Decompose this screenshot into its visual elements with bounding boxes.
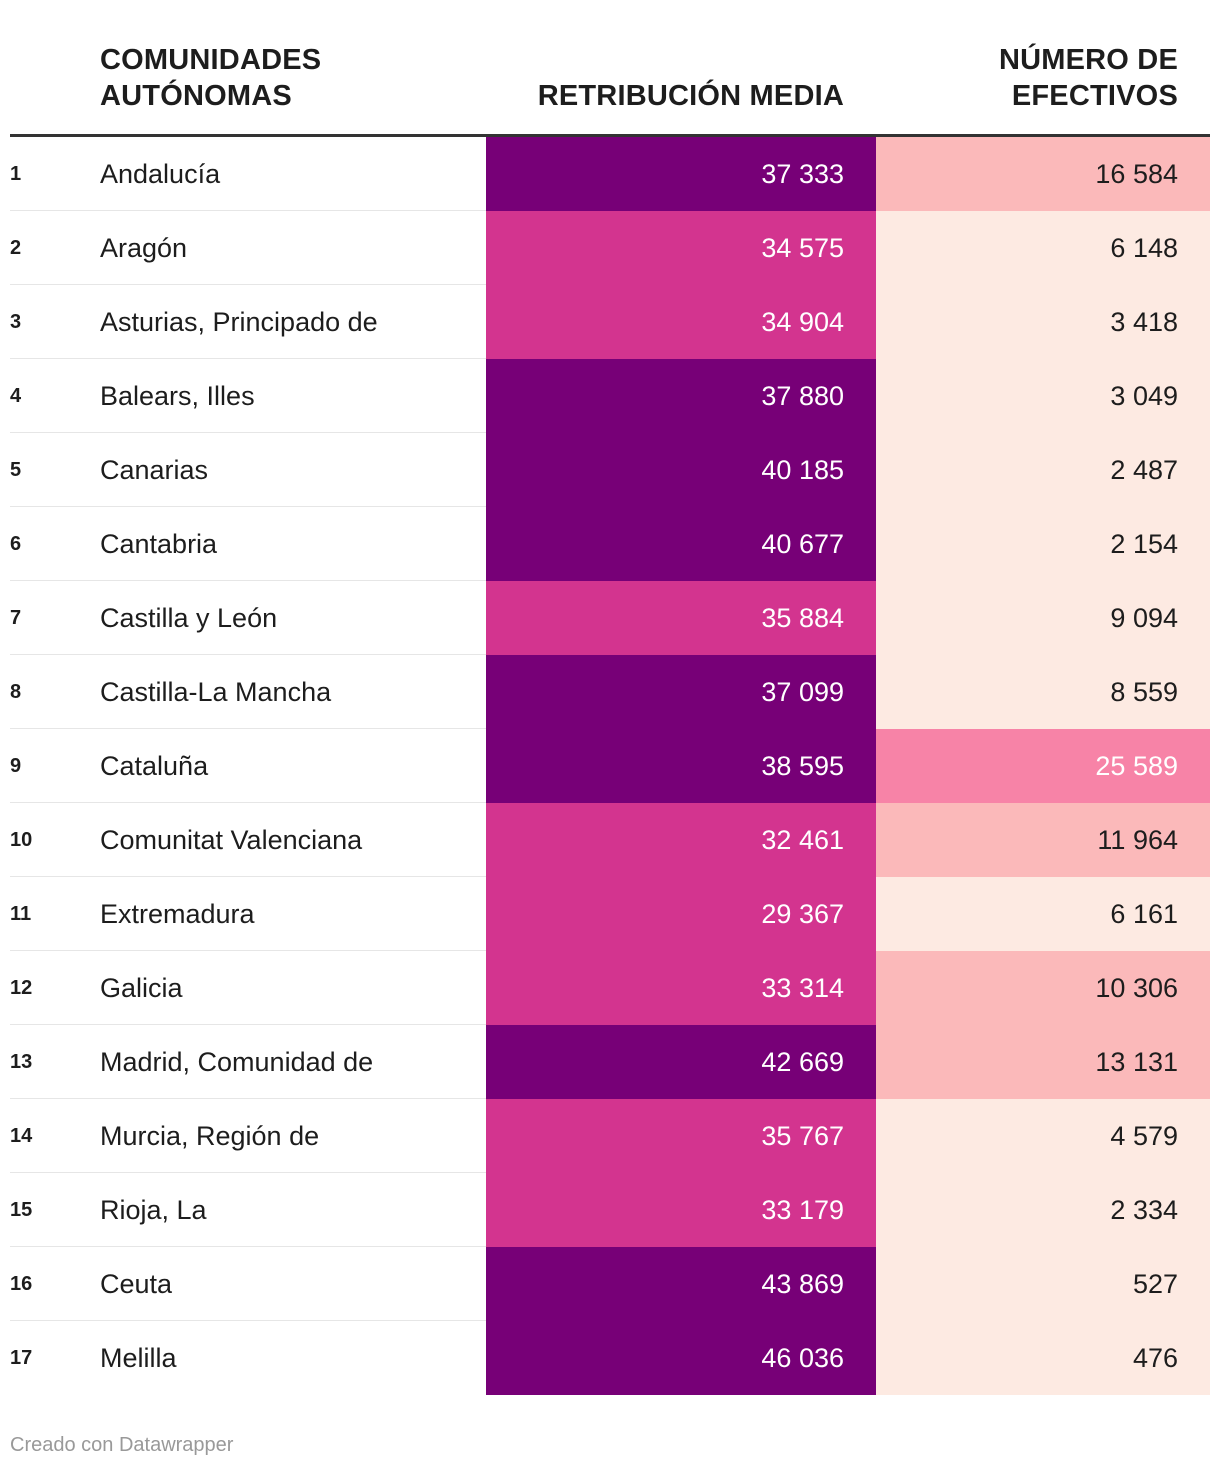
table-row: 6 Cantabria 40 677 2 154 bbox=[10, 507, 1210, 581]
table-body: 1 Andalucía 37 333 16 584 2 Aragón 34 575 6 148… bbox=[10, 137, 1210, 1395]
row-retribucion-cell: 40 677 bbox=[486, 507, 876, 581]
row-efectivos-cell: 527 bbox=[876, 1247, 1210, 1321]
row-rank: 16 bbox=[10, 1273, 33, 1295]
row-efectivos-cell: 2 487 bbox=[876, 433, 1210, 507]
row-retribucion-cell: 35 767 bbox=[486, 1099, 876, 1173]
row-rank: 8 bbox=[10, 681, 22, 703]
row-comunidad: Melilla bbox=[100, 1343, 177, 1373]
table-row: 7 Castilla y León 35 884 9 094 bbox=[10, 581, 1210, 655]
row-efectivos-cell: 6 161 bbox=[876, 877, 1210, 951]
row-comunidad: Castilla-La Mancha bbox=[100, 677, 332, 707]
row-rank: 6 bbox=[10, 533, 22, 555]
table-row: 12 Galicia 33 314 10 306 bbox=[10, 951, 1210, 1025]
table-row: 15 Rioja, La 33 179 2 334 bbox=[10, 1173, 1210, 1247]
row-retribucion-cell: 37 099 bbox=[486, 655, 876, 729]
row-comunidad: Castilla y León bbox=[100, 603, 278, 633]
header-retribucion[interactable]: RETRIBUCIÓN MEDIA bbox=[537, 80, 844, 112]
row-retribucion-cell: 34 904 bbox=[486, 285, 876, 359]
row-retribucion-cell: 32 461 bbox=[486, 803, 876, 877]
table-row: 14 Murcia, Región de 35 767 4 579 bbox=[10, 1099, 1210, 1173]
header-efectivos[interactable]: NÚMERO DE EFECTIVOS bbox=[998, 44, 1178, 112]
row-retribucion-cell: 35 884 bbox=[486, 581, 876, 655]
row-efectivos-cell: 10 306 bbox=[876, 951, 1210, 1025]
row-efectivos-cell: 13 131 bbox=[876, 1025, 1210, 1099]
row-rank: 7 bbox=[10, 607, 22, 629]
table-row: 11 Extremadura 29 367 6 161 bbox=[10, 877, 1210, 951]
row-efectivos-cell: 9 094 bbox=[876, 581, 1210, 655]
table-row: 13 Madrid, Comunidad de 42 669 13 131 bbox=[10, 1025, 1210, 1099]
row-comunidad: Madrid, Comunidad de bbox=[100, 1047, 374, 1077]
row-efectivos-cell: 3 049 bbox=[876, 359, 1210, 433]
row-retribucion-cell: 40 185 bbox=[486, 433, 876, 507]
table-row: 2 Aragón 34 575 6 148 bbox=[10, 211, 1210, 285]
table-row: 9 Cataluña 38 595 25 589 bbox=[10, 729, 1210, 803]
row-retribucion-cell: 34 575 bbox=[486, 211, 876, 285]
row-rank: 1 bbox=[10, 163, 22, 185]
row-efectivos-cell: 2 154 bbox=[876, 507, 1210, 581]
row-rank: 14 bbox=[10, 1125, 33, 1147]
row-retribucion-cell: 29 367 bbox=[486, 877, 876, 951]
row-efectivos-cell: 4 579 bbox=[876, 1099, 1210, 1173]
data-table: COMUNIDADES AUTÓNOMAS RETRIBUCIÓN MEDIA … bbox=[10, 0, 1210, 1395]
row-comunidad: Cantabria bbox=[100, 529, 218, 559]
row-efectivos-cell: 476 bbox=[876, 1321, 1210, 1395]
footer-credit[interactable]: Creado con Datawrapper bbox=[10, 1434, 234, 1456]
row-rank: 9 bbox=[10, 755, 22, 777]
table-row: 8 Castilla-La Mancha 37 099 8 559 bbox=[10, 655, 1210, 729]
row-comunidad: Ceuta bbox=[100, 1269, 173, 1299]
table-row: 17 Melilla 46 036 476 bbox=[10, 1321, 1210, 1395]
table-row: 16 Ceuta 43 869 527 bbox=[10, 1247, 1210, 1321]
table-row: 10 Comunitat Valenciana 32 461 11 964 bbox=[10, 803, 1210, 877]
row-retribucion-cell: 46 036 bbox=[486, 1321, 876, 1395]
row-rank: 13 bbox=[10, 1051, 33, 1073]
row-rank: 10 bbox=[10, 829, 33, 851]
row-comunidad: Cataluña bbox=[100, 751, 209, 781]
row-retribucion-cell: 37 333 bbox=[486, 137, 876, 211]
row-rank: 3 bbox=[10, 311, 22, 333]
table-row: 4 Balears, Illes 37 880 3 049 bbox=[10, 359, 1210, 433]
row-efectivos-cell: 8 559 bbox=[876, 655, 1210, 729]
row-comunidad: Asturias, Principado de bbox=[100, 307, 378, 337]
row-retribucion-cell: 43 869 bbox=[486, 1247, 876, 1321]
row-efectivos-cell: 6 148 bbox=[876, 211, 1210, 285]
row-retribucion-cell: 42 669 bbox=[486, 1025, 876, 1099]
row-retribucion-cell: 37 880 bbox=[486, 359, 876, 433]
row-comunidad: Rioja, La bbox=[100, 1195, 207, 1225]
row-rank: 5 bbox=[10, 459, 22, 481]
row-rank: 11 bbox=[10, 903, 32, 925]
row-retribucion-cell: 33 179 bbox=[486, 1173, 876, 1247]
row-comunidad: Comunitat Valenciana bbox=[100, 825, 363, 855]
row-efectivos-cell: 3 418 bbox=[876, 285, 1210, 359]
table-header: COMUNIDADES AUTÓNOMAS RETRIBUCIÓN MEDIA … bbox=[10, 0, 1210, 137]
row-comunidad: Balears, Illes bbox=[100, 381, 255, 411]
row-comunidad: Canarias bbox=[100, 455, 209, 485]
row-rank: 4 bbox=[10, 385, 22, 407]
row-rank: 17 bbox=[10, 1347, 33, 1369]
row-comunidad: Galicia bbox=[100, 973, 183, 1003]
row-rank: 12 bbox=[10, 977, 33, 999]
row-retribucion-cell: 33 314 bbox=[486, 951, 876, 1025]
row-comunidad: Murcia, Región de bbox=[100, 1121, 320, 1151]
row-efectivos-cell: 2 334 bbox=[876, 1173, 1210, 1247]
table-row: 3 Asturias, Principado de 34 904 3 418 bbox=[10, 285, 1210, 359]
table-row: 1 Andalucía 37 333 16 584 bbox=[10, 137, 1210, 211]
row-comunidad: Extremadura bbox=[100, 899, 255, 929]
row-rank: 15 bbox=[10, 1199, 33, 1221]
header-comunidades[interactable]: COMUNIDADES AUTÓNOMAS bbox=[100, 44, 322, 112]
row-retribucion-cell: 38 595 bbox=[486, 729, 876, 803]
row-efectivos-cell: 11 964 bbox=[876, 803, 1210, 877]
table-row: 5 Canarias 40 185 2 487 bbox=[10, 433, 1210, 507]
row-rank: 2 bbox=[10, 237, 22, 259]
row-efectivos-cell: 25 589 bbox=[876, 729, 1210, 803]
row-comunidad: Aragón bbox=[100, 233, 188, 263]
row-efectivos-cell: 16 584 bbox=[876, 137, 1210, 211]
row-comunidad: Andalucía bbox=[100, 159, 221, 189]
